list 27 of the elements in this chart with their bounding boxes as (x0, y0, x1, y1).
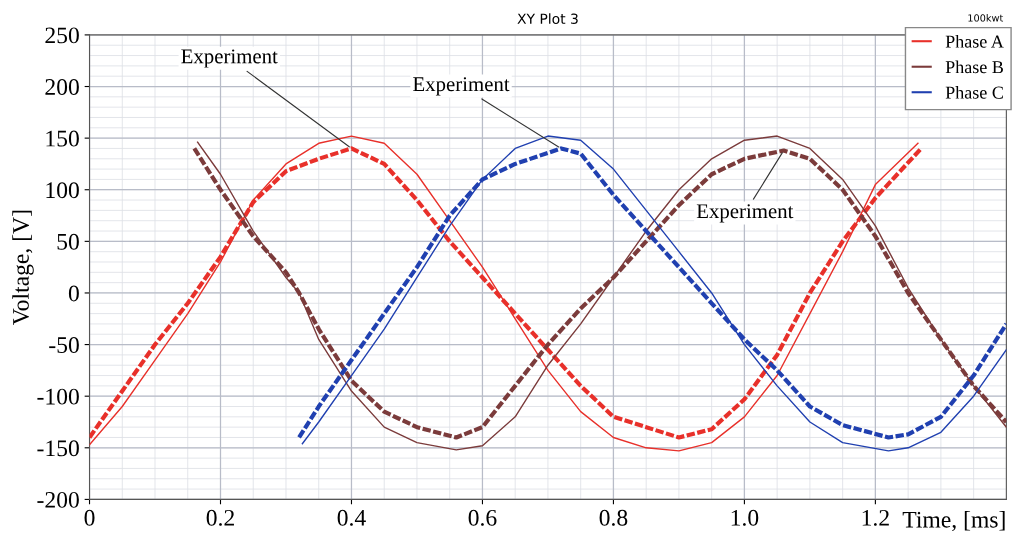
x-tick-label: 0.4 (337, 509, 366, 526)
x-tick-label: 1.0 (731, 509, 759, 526)
x-tick-label: 0.8 (599, 509, 628, 526)
annotation: Experiment (413, 77, 510, 96)
legend-label: Phase C (945, 86, 1003, 99)
y-tick-label: -100 (37, 388, 79, 405)
annotation: Experiment (696, 204, 794, 223)
legend-label: Phase B (945, 60, 1003, 74)
y-tick-label: -50 (49, 337, 79, 353)
x-tick-label: 0 (84, 509, 95, 526)
y-tick-label: -200 (37, 491, 79, 508)
y-tick-label: 0 (68, 285, 79, 302)
y-tick-label: 200 (45, 79, 79, 95)
chart-title: XY Plot 3 (517, 13, 578, 24)
x-tick-label: 1.2 (862, 509, 889, 526)
text: 100kwt (968, 14, 1004, 22)
x-axis-title: Time, [ms] (902, 511, 1005, 532)
legend-label: Phase A (945, 35, 1004, 48)
y-tick-label: 50 (57, 233, 79, 250)
y-tick-label: 250 (45, 27, 79, 44)
annotation: Experiment (181, 49, 278, 68)
x-tick-label: 0.2 (206, 509, 234, 526)
y-axis-title: Voltage, [V] (12, 210, 34, 326)
y-tick-label: -150 (37, 440, 79, 457)
x-tick-label: 0.6 (468, 509, 497, 526)
y-tick-label: 100 (46, 182, 79, 199)
y-tick-label: 150 (46, 130, 79, 147)
